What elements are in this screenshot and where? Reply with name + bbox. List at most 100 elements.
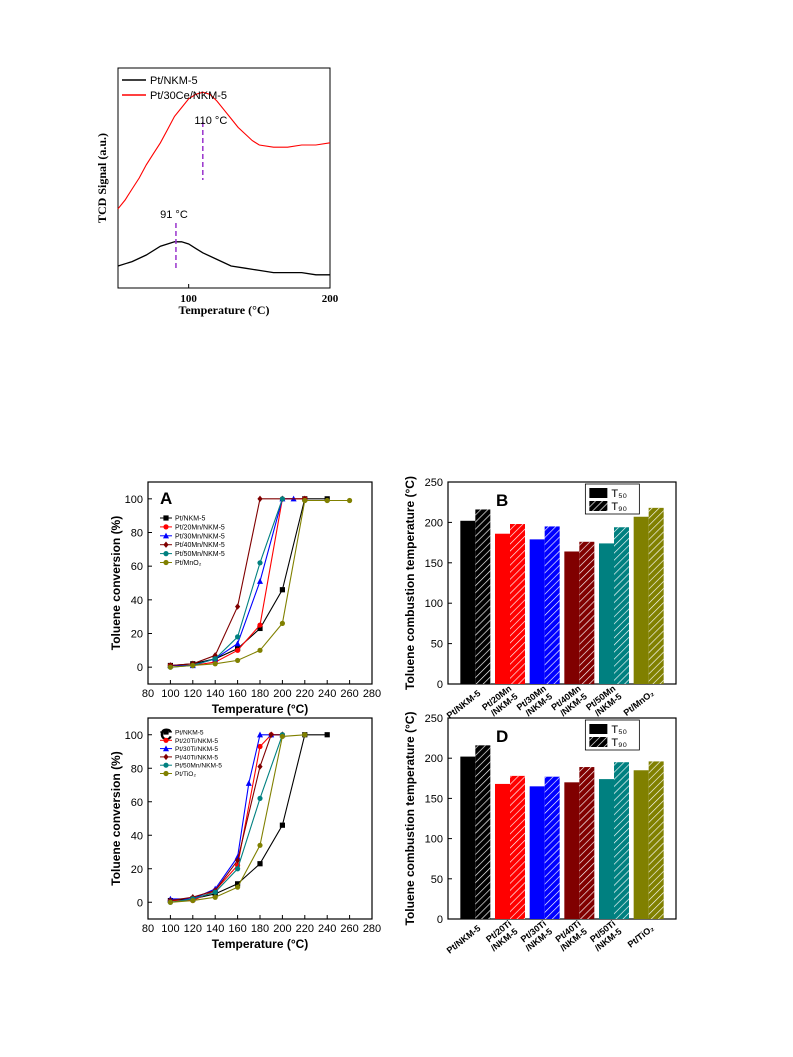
tpr-x-axis-label: Temperature (°C) xyxy=(178,303,269,317)
legend-label: T₉₀ xyxy=(611,501,627,513)
x-tick-label: 220 xyxy=(296,688,314,700)
x-axis-label: Temperature (°C) xyxy=(212,702,309,716)
data-point xyxy=(212,661,218,667)
data-point xyxy=(257,743,263,750)
legend-label: Pt/50Mn/NKM-5 xyxy=(175,763,222,770)
series-line-4 xyxy=(170,734,283,903)
bar-hatch xyxy=(648,507,664,684)
data-point xyxy=(279,733,285,740)
x-tick-label: 180 xyxy=(251,923,269,935)
data-point xyxy=(257,763,263,770)
legend-marker xyxy=(163,532,169,539)
y-tick-label: 50 xyxy=(431,874,443,886)
x-tick-label: 120 xyxy=(184,688,202,700)
legend-marker xyxy=(163,515,169,521)
category-label: Pt/NKM-5 xyxy=(445,688,483,721)
x-tick-label: 260 xyxy=(340,923,358,935)
bar-t50 xyxy=(460,756,476,919)
data-point xyxy=(235,657,241,664)
legend-label: Pt/20Mn/NKM-5 xyxy=(175,524,225,531)
x-tick-label: 280 xyxy=(363,688,381,700)
y-tick-label: 20 xyxy=(131,629,143,641)
y-tick-label: 20 xyxy=(131,864,143,876)
category-label: Pt/50Ti/NKM-5 xyxy=(587,918,624,953)
data-point xyxy=(212,889,218,895)
x-tick-label: 220 xyxy=(296,923,314,935)
legend-marker xyxy=(163,524,169,530)
chart-d: 0 50 100 150 200 250 Pt/NKM-5 Pt/20Ti/NKM-5 Pt/3… xyxy=(403,712,677,956)
legend-label: Pt/30Ti/NKM-5 xyxy=(175,746,218,753)
y-tick-label: 50 xyxy=(431,639,443,651)
y-tick-label: 60 xyxy=(131,561,143,573)
tpr-x-tick-label: 200 xyxy=(322,293,339,305)
bar-t50 xyxy=(529,786,545,919)
panel-letter: A xyxy=(160,489,172,508)
x-tick-label: 180 xyxy=(251,688,269,700)
bar-hatch xyxy=(579,541,595,684)
y-tick-label: 0 xyxy=(437,679,443,691)
x-tick-label: 200 xyxy=(273,688,291,700)
y-tick-label: 0 xyxy=(437,914,443,926)
data-point xyxy=(190,662,196,669)
category-label: Pt/30Ti/NKM-5 xyxy=(517,918,554,953)
bar-t50 xyxy=(599,543,614,684)
y-tick-label: 250 xyxy=(425,713,443,725)
bar-t50 xyxy=(633,516,649,684)
y-tick-label: 100 xyxy=(425,834,443,846)
bar-hatch xyxy=(544,526,560,684)
data-point xyxy=(212,894,218,900)
x-tick-label: 240 xyxy=(318,923,336,935)
legend-label: Pt/30Mn/NKM-5 xyxy=(175,533,225,540)
y-tick-label: 100 xyxy=(125,494,143,506)
x-tick-label: 260 xyxy=(340,688,358,700)
legend: Pt/NKM-5Pt/20Ti/NKM-5Pt/30Ti/NKM-5Pt/40T… xyxy=(160,729,222,778)
data-point xyxy=(235,866,241,872)
data-point xyxy=(212,656,218,662)
y-tick-label: 0 xyxy=(137,662,143,674)
legend-swatch-hatch xyxy=(589,737,608,747)
data-point xyxy=(257,495,263,503)
data-point xyxy=(235,647,241,653)
bar-t50 xyxy=(564,782,580,919)
legend-label: Pt/MnO₂ xyxy=(175,560,202,567)
data-point xyxy=(279,587,285,593)
x-tick-label: 160 xyxy=(228,923,246,935)
legend-swatch xyxy=(589,488,608,498)
data-point xyxy=(235,884,241,890)
data-point xyxy=(279,496,285,502)
x-tick-label: 100 xyxy=(161,923,179,935)
y-tick-label: 100 xyxy=(425,598,443,610)
legend-label: T₅₀ xyxy=(611,724,627,736)
data-point xyxy=(235,881,241,887)
legend-swatch-hatch xyxy=(589,501,608,511)
tpr-x-tick-label: 100 xyxy=(180,293,197,305)
legend-marker xyxy=(163,559,169,566)
y-axis-label: Toluene combustion temperature (°C) xyxy=(403,476,417,690)
chart-a: 80 100 120 140 160 180 200 220 240 260 280 0 20 40 60 8… xyxy=(109,481,381,716)
y-axis-label: Toluene conversion (%) xyxy=(109,751,123,885)
x-axis-label: Temperature (°C) xyxy=(212,937,309,951)
y-tick-label: 200 xyxy=(425,753,443,765)
tpr-annotation-label: 110 °C xyxy=(194,115,227,127)
tpr-legend-label: Pt/NKM-5 xyxy=(150,75,198,87)
data-point xyxy=(268,731,274,738)
y-tick-label: 80 xyxy=(131,763,143,775)
data-point xyxy=(245,780,252,786)
bar-hatch xyxy=(614,527,629,684)
legend: Pt/NKM-5Pt/20Mn/NKM-5 Pt/30Mn/NKM-5 Pt/40M… xyxy=(160,515,225,567)
y-axis-label: Toluene conversion (%) xyxy=(109,516,123,650)
y-tick-label: 250 xyxy=(425,477,443,489)
bar-hatch xyxy=(544,776,560,919)
plot-frame xyxy=(447,481,677,685)
x-tick-label: 100 xyxy=(161,688,179,700)
legend-label: Pt/40Mn/NKM-5 xyxy=(175,542,225,549)
category-label: Pt/40Ti/NKM-5 xyxy=(552,918,589,953)
category-label: Pt/20Mn/NKM-5 xyxy=(480,683,520,720)
bar-hatch xyxy=(510,775,525,919)
legend-marker xyxy=(163,762,169,768)
bar-t50 xyxy=(460,520,476,684)
category-label: Pt/30Mn/NKM-5 xyxy=(515,683,555,720)
chart-b: 0 50 100 150 200 250 Pt/NKM-5Pt/20Mn/NKM-5Pt/3… xyxy=(403,476,677,721)
